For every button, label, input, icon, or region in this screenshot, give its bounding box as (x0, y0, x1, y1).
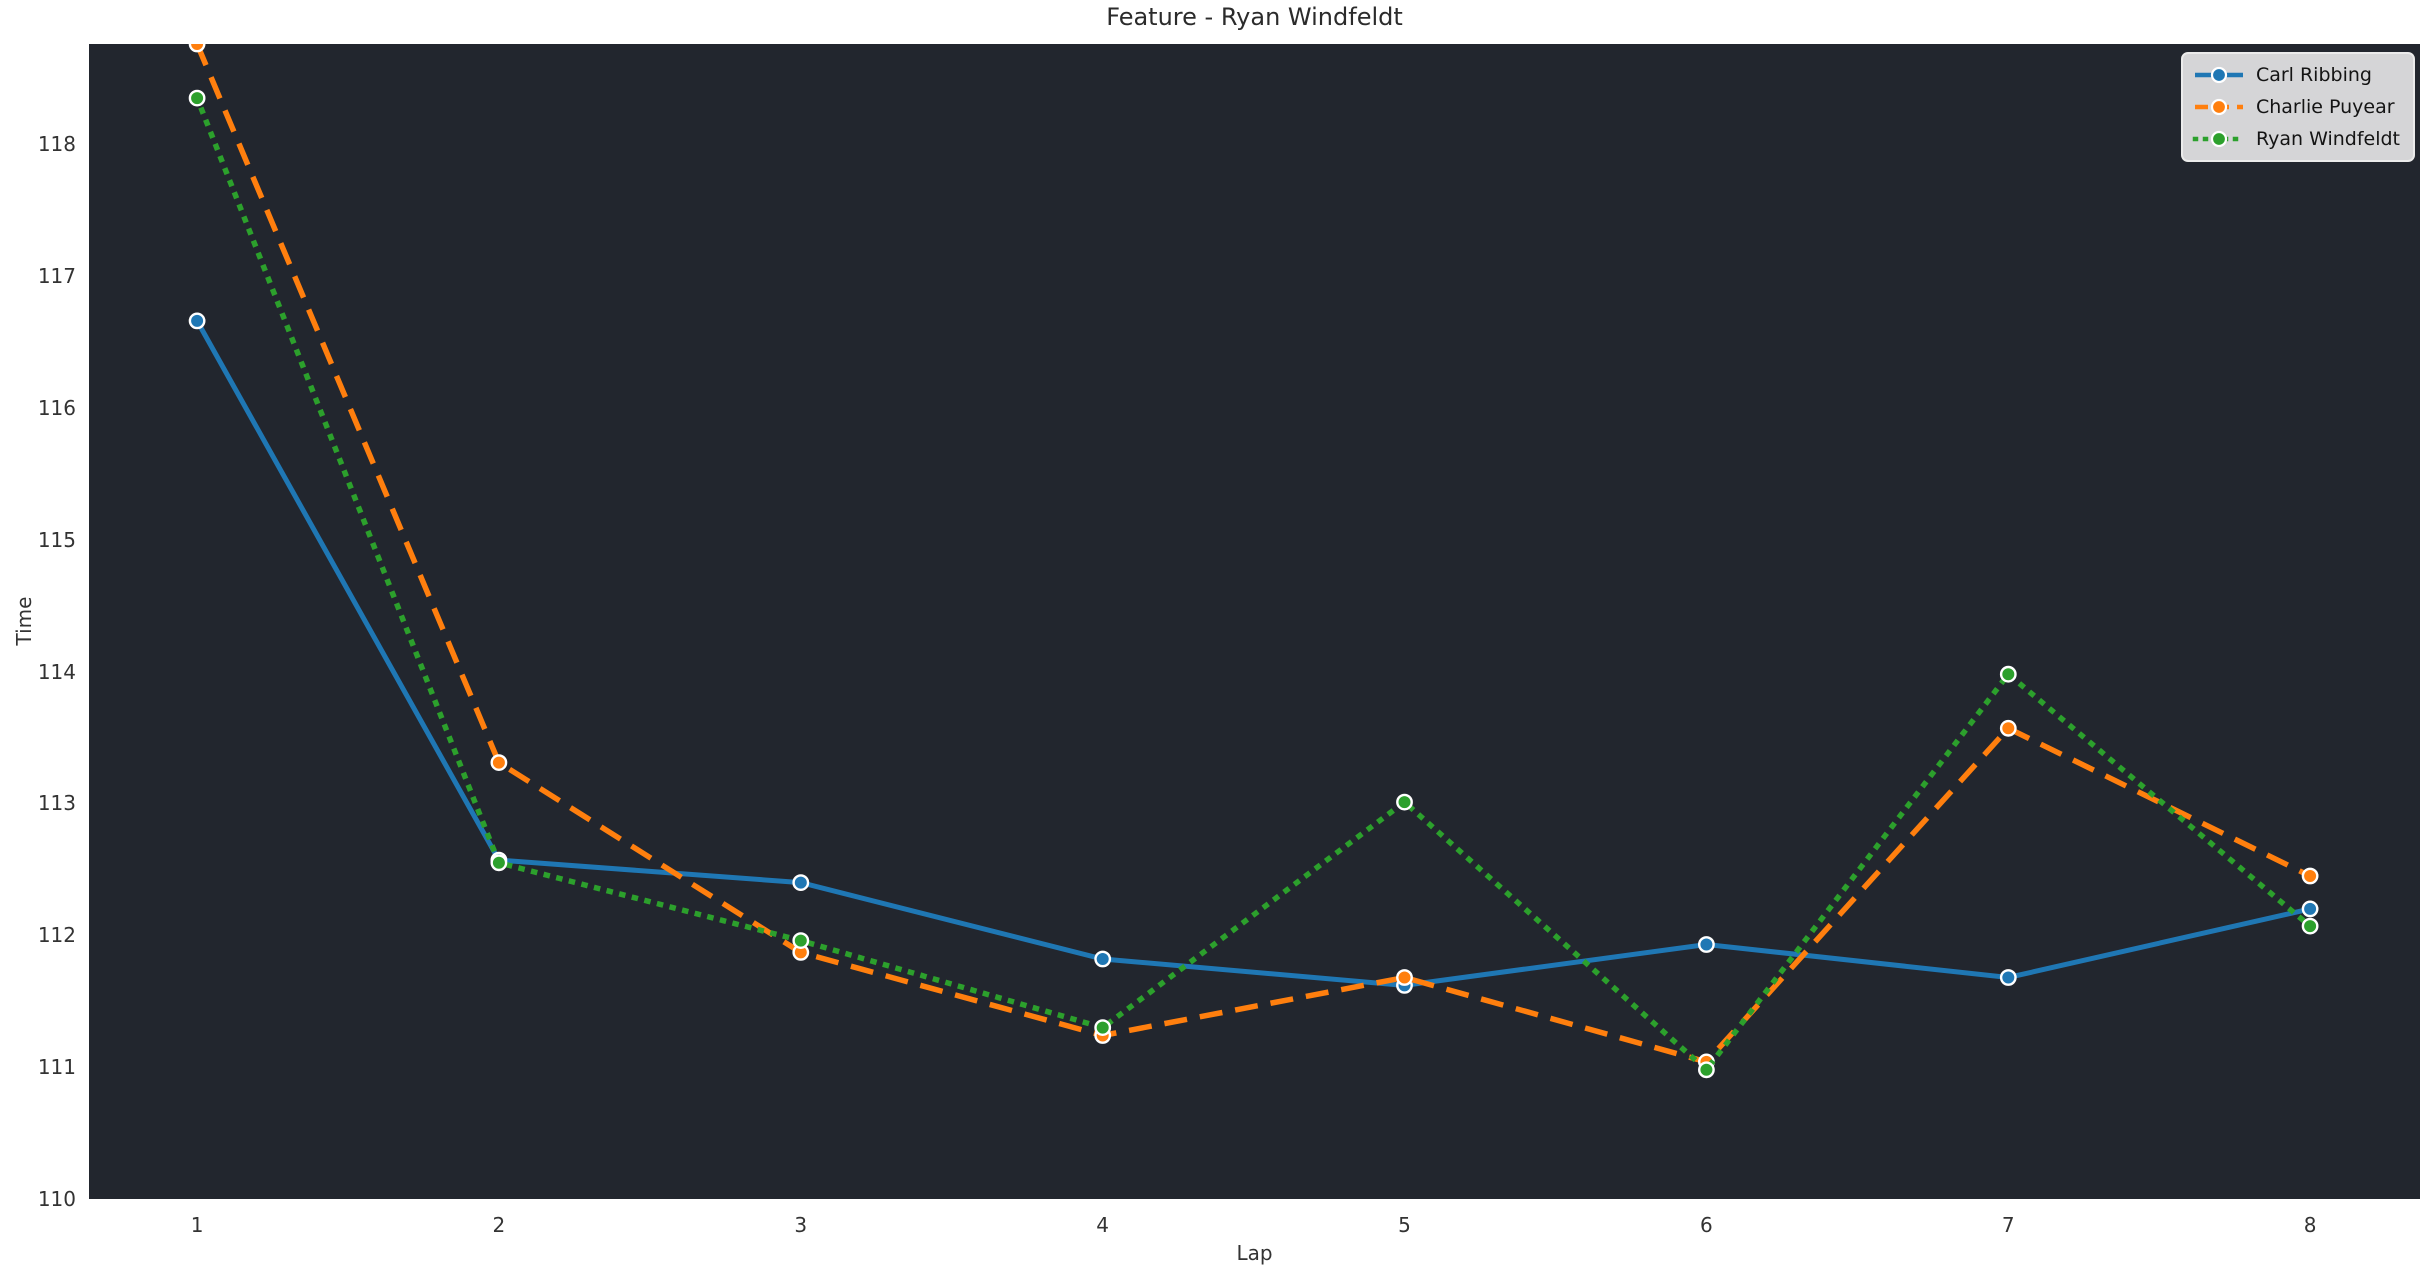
data-point-ryan-windfeldt (1396, 793, 1413, 811)
y-tick-label: 110 (37, 1187, 76, 1211)
y-tick-label: 117 (37, 264, 76, 289)
y-tick-label: 111 (37, 1055, 76, 1080)
x-tick-label: 5 (1398, 1213, 1411, 1237)
data-point-ryan-windfeldt (490, 854, 508, 872)
chart-title: Feature - Ryan Windfeldt (1106, 3, 1403, 31)
x-tick-label: 6 (1700, 1213, 1713, 1237)
legend-label: Ryan Windfeldt (2255, 128, 2400, 150)
data-point-ryan-windfeldt (1698, 1061, 1715, 1079)
data-point-carl-ribbing (792, 874, 810, 891)
legend-swatch-ryan-windfeldt-icon (2192, 130, 2246, 148)
legend: Carl Ribbing Charlie Puyear Ryan Windfeldt (2180, 52, 2415, 162)
x-tick-label: 3 (794, 1213, 808, 1237)
y-tick-label: 113 (37, 791, 76, 816)
y-tick-label: 116 (37, 395, 76, 420)
series-line-charlie-puyear (194, 44, 2312, 1066)
data-point-ryan-windfeldt (188, 89, 206, 107)
y-tick-label: 115 (37, 527, 76, 552)
legend-label: Charlie Puyear (2255, 96, 2395, 118)
data-point-carl-ribbing (1094, 950, 1112, 968)
data-point-charlie-puyear (1999, 719, 2017, 737)
legend-item-charlie-puyear: Charlie Puyear (2192, 92, 2400, 122)
data-point-charlie-puyear (490, 754, 508, 771)
legend-swatch-carl-ribbing-icon (2194, 66, 2243, 84)
data-point-charlie-puyear (2301, 867, 2319, 885)
x-axis-label: Lap (1236, 1241, 1273, 1265)
data-point-charlie-puyear (1396, 969, 1413, 986)
data-point-ryan-windfeldt (1999, 665, 2017, 683)
data-point-ryan-windfeldt (1094, 1019, 1112, 1036)
data-point-carl-ribbing (2301, 900, 2319, 918)
data-point-carl-ribbing (1698, 936, 1715, 953)
x-tick-label: 4 (1096, 1213, 1110, 1237)
data-point-ryan-windfeldt (792, 932, 810, 949)
x-tick-label: 7 (2001, 1213, 2015, 1237)
series-canvas (188, 44, 2319, 1079)
data-point-carl-ribbing (188, 312, 206, 330)
legend-label: Carl Ribbing (2255, 64, 2372, 86)
y-tick-label: 112 (37, 923, 76, 948)
y-tick-label: 118 (37, 132, 76, 157)
series-line-ryan-windfeldt (193, 94, 2314, 1074)
x-tick-label: 2 (492, 1213, 506, 1237)
series-line-carl-ribbing (194, 319, 2311, 988)
y-tick-label: 114 (37, 659, 76, 684)
legend-swatch-charlie-puyear-icon (2194, 98, 2243, 116)
legend-item-carl-ribbing: Carl Ribbing (2192, 60, 2400, 90)
legend-item-ryan-windfeldt: Ryan Windfeldt (2192, 124, 2400, 154)
plot-area: Carl Ribbing Charlie Puyear Ryan Windfeldt (89, 44, 2420, 1199)
x-tick-label: 1 (190, 1213, 204, 1237)
x-tick-label: 8 (2303, 1213, 2317, 1237)
data-point-carl-ribbing (1999, 969, 2017, 986)
data-point-charlie-puyear (188, 44, 206, 53)
data-point-ryan-windfeldt (2301, 917, 2319, 935)
